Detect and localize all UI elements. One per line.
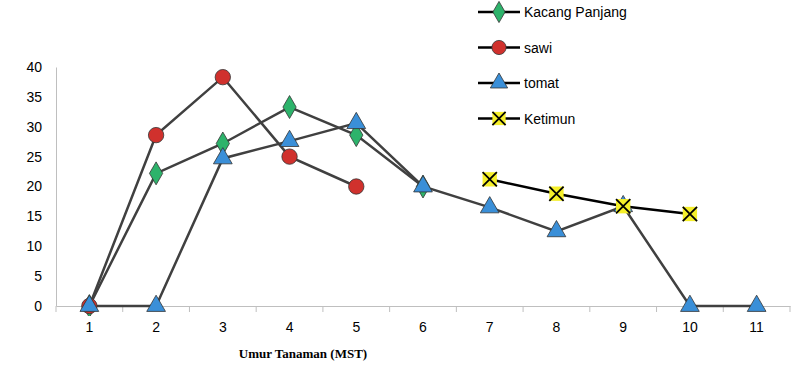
- series-marker: [483, 172, 497, 186]
- x-tick: 9: [619, 306, 627, 335]
- x-tick-label: 2: [152, 319, 160, 335]
- y-tick-label: 30: [26, 119, 42, 135]
- category-separator: [56, 306, 57, 312]
- y-tick-label: 25: [26, 149, 42, 165]
- x-axis-line: [57, 306, 791, 307]
- series-marker: [347, 112, 366, 128]
- series-marker: [616, 199, 630, 213]
- y-axis: 0 5 10 15 20 25 30 35 40: [26, 59, 56, 314]
- category-separator: [189, 306, 190, 312]
- plot-area: [80, 69, 766, 316]
- series-marker: [215, 69, 230, 84]
- series-line: [89, 123, 756, 306]
- x-tick-label: 3: [219, 319, 227, 335]
- y-tick: 25: [26, 149, 56, 165]
- series-marker: [80, 295, 99, 311]
- series-marker: [147, 295, 166, 311]
- series-marker: [213, 148, 232, 164]
- x-tick: 7: [486, 306, 494, 335]
- y-tick: 40: [26, 59, 56, 75]
- y-tick: 15: [26, 208, 56, 224]
- category-separator: [256, 306, 257, 312]
- series-marker: [148, 127, 163, 142]
- category-separator: [389, 306, 390, 312]
- series-marker: [480, 197, 499, 213]
- series-line: [490, 179, 690, 214]
- y-tick-label: 35: [26, 89, 42, 105]
- x-tick: 5: [352, 306, 360, 335]
- y-tick-label: 20: [26, 178, 42, 194]
- x-tick-label: 10: [682, 319, 698, 335]
- legend-entry: Kacang Panjang: [478, 1, 627, 22]
- x-tick-label: 7: [486, 319, 494, 335]
- y-tick: 10: [26, 238, 56, 254]
- series-marker: [280, 130, 299, 146]
- x-tick-label: 4: [286, 319, 294, 335]
- y-tick-label: 15: [26, 208, 42, 224]
- series-marker: [282, 149, 297, 164]
- legend-marker: [492, 112, 505, 125]
- series-marker: [549, 187, 563, 201]
- x-tick-label: 11: [749, 319, 764, 335]
- category-separator: [589, 306, 590, 312]
- legend-label: Ketimun: [524, 111, 575, 127]
- y-tick: 35: [26, 89, 56, 105]
- chart: 0 5 10 15 20 25 30 35 40 1 2 3 4 5 6 7 8 9 10 11 Umur Tanama…: [0, 0, 798, 366]
- x-axis-title: Umur Tanaman (MST): [239, 346, 367, 361]
- x-tick-label: 6: [419, 319, 427, 335]
- x-tick: 8: [553, 306, 561, 335]
- y-tick: 0: [34, 298, 56, 314]
- y-tick-label: 40: [26, 59, 42, 75]
- legend-entry: Ketimun: [478, 111, 575, 127]
- legend-entry: tomat: [478, 73, 559, 91]
- y-tick-label: 0: [34, 298, 42, 314]
- legend-entry: sawi: [478, 40, 552, 56]
- x-tick-label: 8: [553, 319, 561, 335]
- series-line: [89, 107, 423, 306]
- legend-label: Kacang Panjang: [524, 4, 627, 20]
- legend-label: sawi: [524, 40, 552, 56]
- category-separator: [456, 306, 457, 312]
- series-marker: [149, 162, 162, 185]
- x-tick-label: 9: [619, 319, 627, 335]
- x-tick-label: 5: [352, 319, 360, 335]
- category-separator: [322, 306, 323, 312]
- series-marker: [283, 96, 296, 119]
- legend-marker: [493, 1, 505, 22]
- legend-marker: [492, 40, 506, 54]
- x-tick: 4: [286, 306, 294, 335]
- series-marker: [547, 220, 566, 236]
- series-marker: [349, 179, 364, 194]
- category-separator: [523, 306, 524, 312]
- category-separator: [656, 306, 657, 312]
- series-marker: [681, 295, 700, 311]
- x-tick-label: 1: [85, 319, 93, 335]
- y-tick: 20: [26, 178, 56, 194]
- x-axis: 1 2 3 4 5 6 7 8 9 10 11: [56, 306, 791, 335]
- legend-marker: [490, 73, 507, 88]
- legend-label: tomat: [524, 75, 559, 91]
- category-separators: [56, 306, 790, 312]
- y-tick-label: 5: [34, 268, 42, 284]
- y-tick: 5: [34, 268, 56, 284]
- series-marker: [747, 295, 766, 311]
- y-tick-label: 10: [26, 238, 42, 254]
- y-tick: 30: [26, 119, 56, 135]
- x-tick: 6: [419, 306, 427, 335]
- y-axis-line: [56, 68, 57, 307]
- series-marker: [414, 176, 433, 192]
- legend: Kacang Panjang sawi tomat Ketimun: [478, 1, 627, 126]
- series-marker: [683, 207, 697, 221]
- x-tick: 3: [219, 306, 227, 335]
- series-line: [89, 77, 356, 306]
- category-separator: [790, 306, 791, 312]
